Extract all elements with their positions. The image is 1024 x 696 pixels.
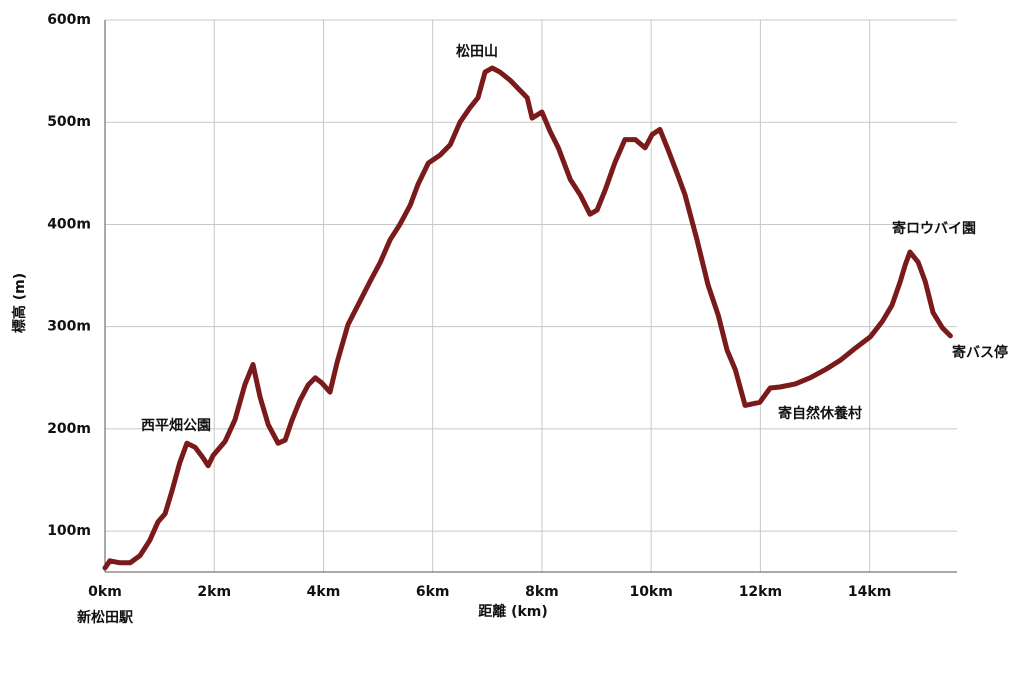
- annotation: 松田山: [456, 43, 498, 60]
- x-tick-label: 14km: [848, 584, 891, 600]
- y-tick-label: 200m: [47, 421, 91, 437]
- x-tick-label: 8km: [525, 584, 559, 600]
- x-tick-label: 10km: [629, 584, 672, 600]
- x-tick-label: 4km: [307, 584, 341, 600]
- y-tick-label: 600m: [47, 12, 91, 28]
- annotation: 西平畑公園: [141, 418, 211, 434]
- annotation: 新松田駅: [77, 609, 134, 626]
- y-tick-label: 100m: [47, 523, 91, 539]
- x-tick-label: 6km: [416, 584, 450, 600]
- annotation: 寄バス停: [952, 344, 1008, 361]
- y-tick-label: 400m: [47, 216, 91, 232]
- x-tick-label: 2km: [197, 584, 231, 600]
- y-tick-label: 500m: [47, 114, 91, 130]
- annotation: 寄ロウバイ園: [892, 220, 976, 237]
- elevation-line: [102, 65, 953, 571]
- y-axis-label: 標高 (m): [11, 273, 28, 333]
- x-axis-label: 距離 (km): [478, 603, 548, 620]
- x-tick-label: 0km: [88, 584, 122, 600]
- annotation: 寄自然休養村: [778, 405, 862, 422]
- x-tick-label: 12km: [739, 584, 782, 600]
- y-tick-label: 300m: [47, 319, 91, 335]
